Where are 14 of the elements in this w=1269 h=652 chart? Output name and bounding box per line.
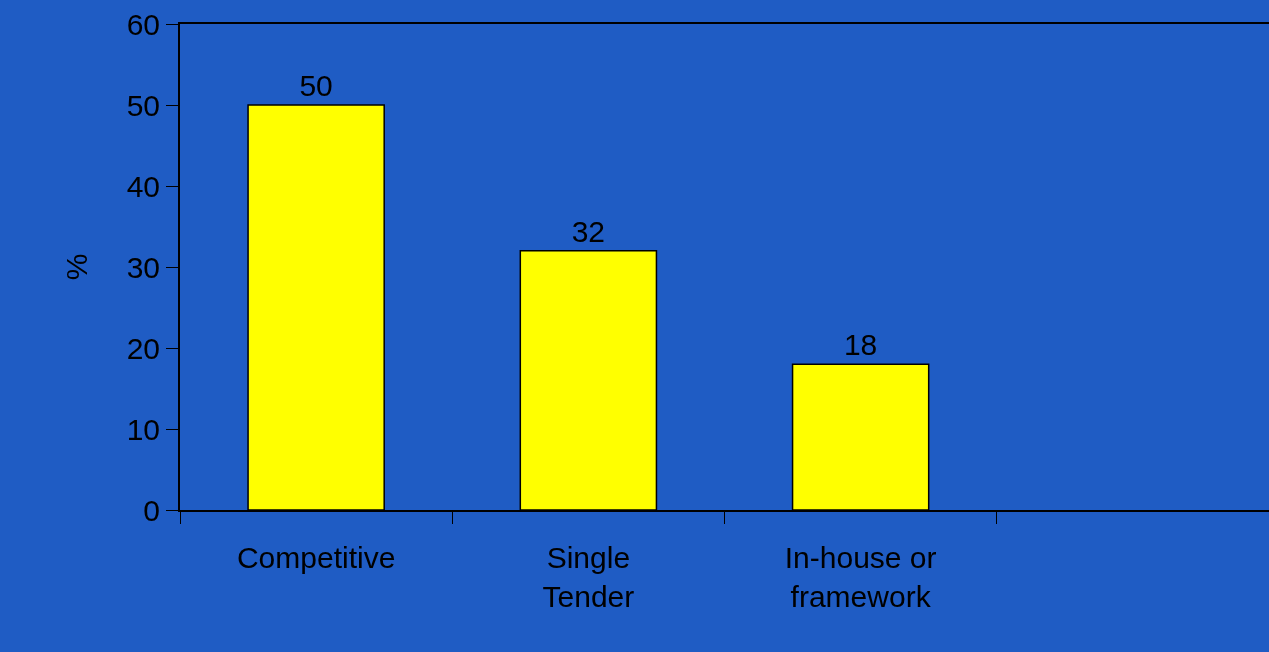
data-label: 50 [299,69,333,102]
data-label: 32 [571,214,606,248]
y-tick-label: 30 [126,250,160,284]
y-tick-label: 0 [143,493,160,527]
y-tick-label: 40 [126,169,160,203]
x-tick-label: In-house or framework [784,541,937,613]
x-tick-label: Single Tender [542,541,635,613]
data-label: 18 [843,328,878,362]
y-axis-title: % [60,253,94,281]
x-tick-label: Competitive [236,541,396,574]
y-tick-label: 10 [126,412,160,446]
y-tick-label: 50 [126,88,160,122]
y-tick-label: 20 [126,331,160,365]
y-tick-label: 60 [126,7,160,41]
